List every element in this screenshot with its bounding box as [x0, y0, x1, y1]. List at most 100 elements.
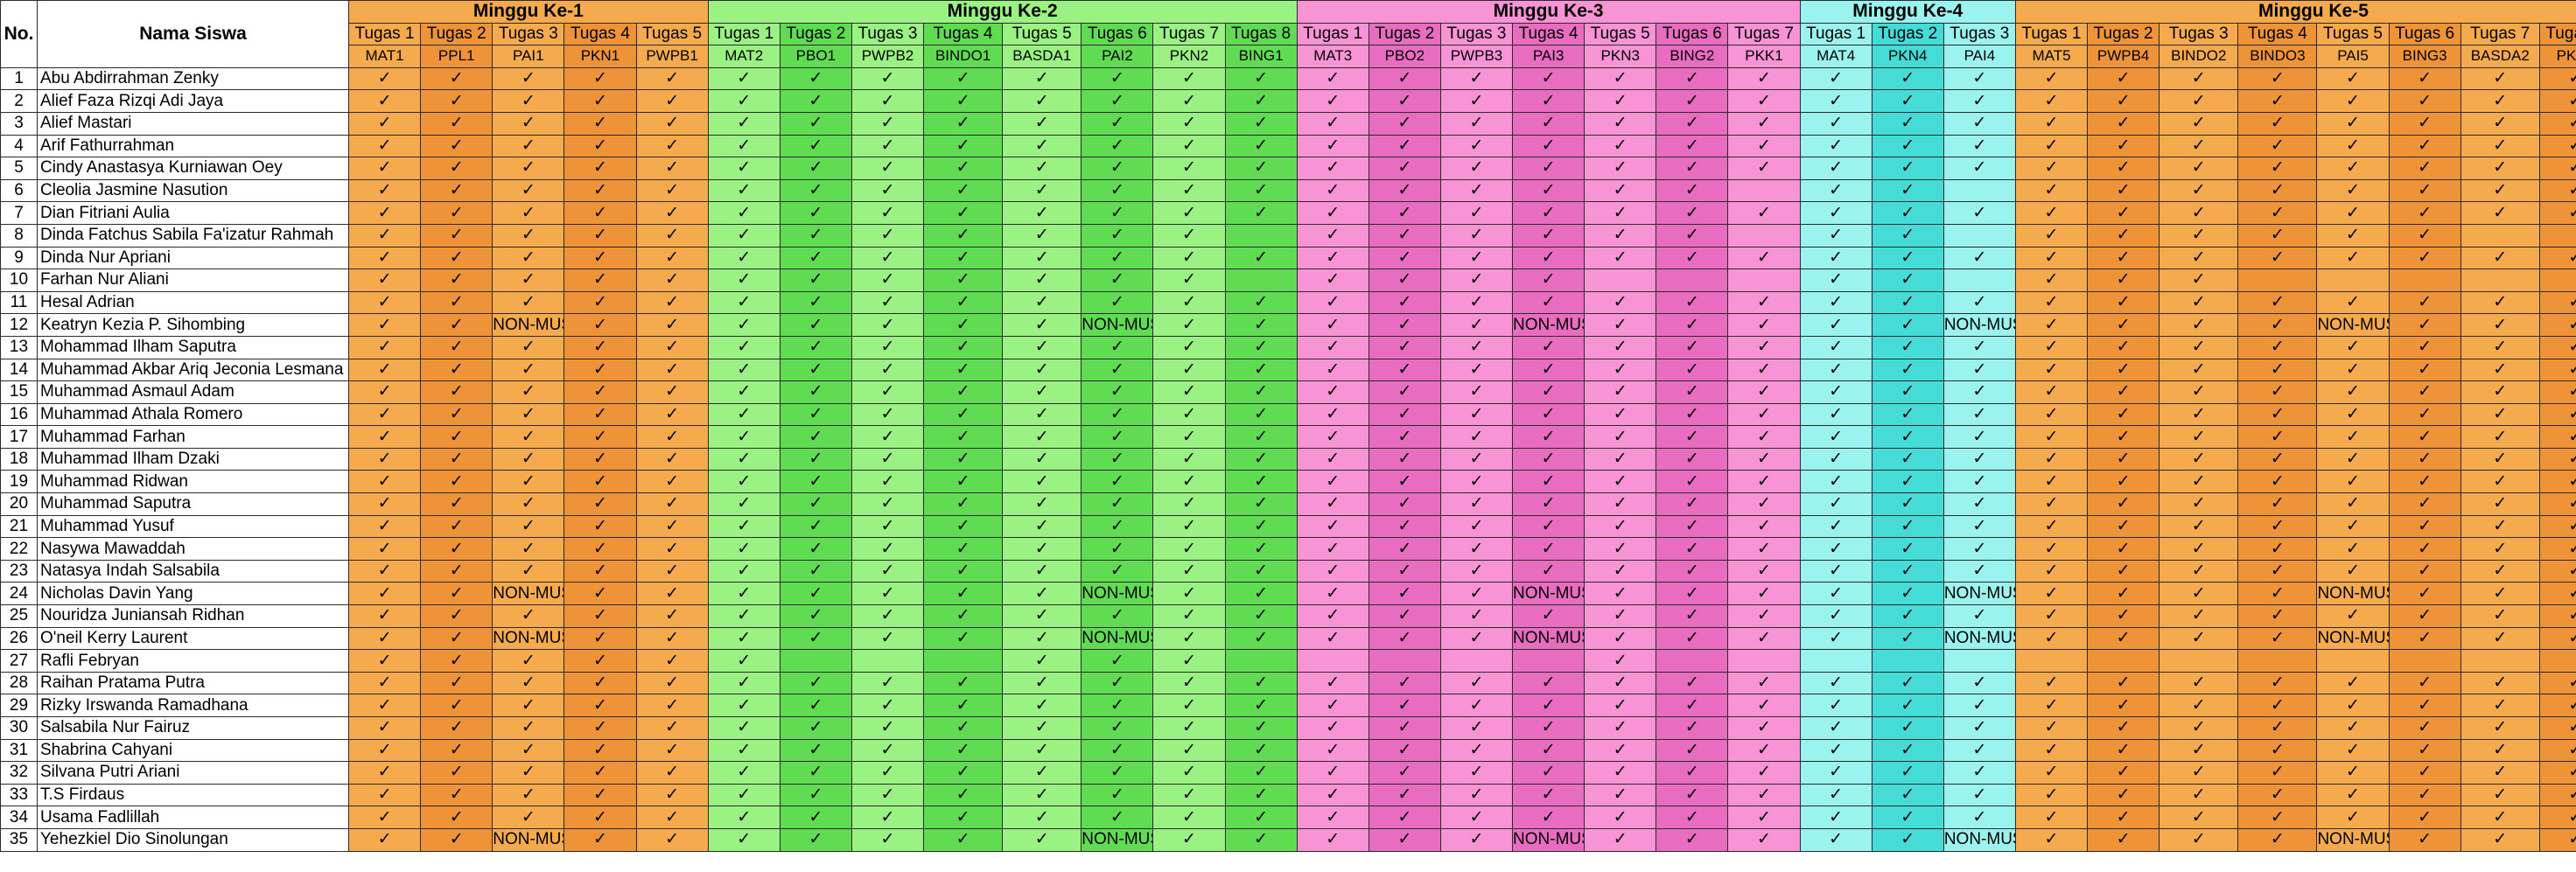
check-icon[interactable]: ✓	[1081, 470, 1154, 494]
check-icon[interactable]: ✓	[2087, 111, 2160, 136]
check-icon[interactable]: ✓	[1584, 157, 1657, 180]
check-icon[interactable]: ✓	[1656, 89, 1729, 113]
check-icon[interactable]: ✓	[1224, 694, 1298, 717]
empty-cell[interactable]	[1439, 649, 1514, 673]
check-icon[interactable]: ✓	[1296, 290, 1369, 315]
check-icon[interactable]: ✓	[779, 223, 852, 248]
check-icon[interactable]: ✓	[1727, 134, 1801, 158]
check-icon[interactable]: ✓	[420, 738, 494, 763]
check-icon[interactable]: ✓	[707, 66, 780, 91]
check-icon[interactable]: ✓	[2460, 582, 2540, 606]
check-icon[interactable]: ✓	[1002, 582, 1082, 606]
check-icon[interactable]: ✓	[1002, 514, 1082, 539]
check-icon[interactable]: ✓	[2087, 313, 2160, 337]
check-icon[interactable]: ✓	[1656, 806, 1729, 829]
empty-cell[interactable]	[2538, 223, 2576, 248]
check-icon[interactable]: ✓	[635, 537, 709, 561]
check-icon[interactable]: ✓	[1942, 716, 2016, 740]
check-icon[interactable]: ✓	[1152, 201, 1226, 225]
check-icon[interactable]: ✓	[1368, 559, 1441, 583]
check-icon[interactable]: ✓	[420, 447, 494, 471]
check-icon[interactable]: ✓	[635, 178, 709, 203]
check-icon[interactable]: ✓	[1368, 157, 1441, 180]
check-icon[interactable]: ✓	[1942, 358, 2016, 382]
check-icon[interactable]: ✓	[1002, 716, 1082, 740]
check-icon[interactable]: ✓	[1871, 178, 1944, 203]
check-icon[interactable]: ✓	[1081, 783, 1154, 807]
check-icon[interactable]: ✓	[1727, 694, 1801, 717]
empty-cell[interactable]	[1799, 649, 1872, 673]
check-icon[interactable]: ✓	[1002, 313, 1082, 337]
check-icon[interactable]: ✓	[1152, 358, 1226, 382]
non-mus-cell[interactable]: NON-MUS	[1942, 827, 2016, 852]
check-icon[interactable]: ✓	[923, 223, 1004, 248]
check-icon[interactable]: ✓	[1439, 694, 1514, 717]
check-icon[interactable]: ✓	[2538, 89, 2576, 113]
check-icon[interactable]: ✓	[1942, 671, 2016, 695]
check-icon[interactable]: ✓	[635, 111, 709, 136]
check-icon[interactable]: ✓	[850, 178, 925, 203]
check-icon[interactable]: ✓	[1081, 111, 1154, 136]
check-icon[interactable]: ✓	[1152, 738, 1226, 763]
check-icon[interactable]: ✓	[2316, 246, 2390, 270]
check-icon[interactable]: ✓	[1002, 201, 1082, 225]
check-icon[interactable]: ✓	[1439, 246, 1514, 270]
check-icon[interactable]: ✓	[2014, 269, 2089, 292]
check-icon[interactable]: ✓	[420, 425, 494, 449]
check-icon[interactable]: ✓	[635, 425, 709, 449]
check-icon[interactable]: ✓	[779, 806, 852, 829]
check-icon[interactable]: ✓	[2316, 402, 2390, 427]
check-icon[interactable]: ✓	[2237, 89, 2318, 113]
check-icon[interactable]: ✓	[779, 470, 852, 494]
check-icon[interactable]: ✓	[1224, 626, 1298, 651]
check-icon[interactable]: ✓	[635, 157, 709, 180]
check-icon[interactable]: ✓	[1942, 201, 2016, 225]
check-icon[interactable]: ✓	[2460, 358, 2540, 382]
check-icon[interactable]: ✓	[779, 783, 852, 807]
check-icon[interactable]: ✓	[1002, 290, 1082, 315]
check-icon[interactable]: ✓	[492, 806, 565, 829]
check-icon[interactable]: ✓	[2087, 827, 2160, 852]
check-icon[interactable]: ✓	[1799, 358, 1872, 382]
check-icon[interactable]: ✓	[1656, 470, 1729, 494]
check-icon[interactable]: ✓	[2087, 537, 2160, 561]
check-icon[interactable]: ✓	[2460, 313, 2540, 337]
check-icon[interactable]: ✓	[1942, 111, 2016, 136]
check-icon[interactable]: ✓	[1152, 559, 1226, 583]
check-icon[interactable]: ✓	[850, 514, 925, 539]
check-icon[interactable]: ✓	[635, 290, 709, 315]
check-icon[interactable]: ✓	[1439, 582, 1514, 606]
check-icon[interactable]: ✓	[420, 313, 494, 337]
check-icon[interactable]: ✓	[1224, 806, 1298, 829]
check-icon[interactable]: ✓	[1871, 806, 1944, 829]
check-icon[interactable]: ✓	[923, 604, 1004, 628]
check-icon[interactable]: ✓	[1224, 111, 1298, 136]
check-icon[interactable]: ✓	[850, 111, 925, 136]
check-icon[interactable]: ✓	[2388, 470, 2461, 494]
check-icon[interactable]: ✓	[1512, 716, 1586, 740]
check-icon[interactable]: ✓	[2388, 335, 2461, 359]
check-icon[interactable]: ✓	[1942, 783, 2016, 807]
check-icon[interactable]: ✓	[2388, 89, 2461, 113]
check-icon[interactable]: ✓	[707, 223, 780, 248]
check-icon[interactable]: ✓	[1871, 201, 1944, 225]
check-icon[interactable]: ✓	[2159, 111, 2239, 136]
check-icon[interactable]: ✓	[1296, 313, 1369, 337]
check-icon[interactable]: ✓	[1081, 694, 1154, 717]
check-icon[interactable]: ✓	[2460, 201, 2540, 225]
check-icon[interactable]: ✓	[1799, 201, 1872, 225]
check-icon[interactable]: ✓	[564, 649, 637, 673]
check-icon[interactable]: ✓	[923, 157, 1004, 180]
check-icon[interactable]: ✓	[1871, 111, 1944, 136]
check-icon[interactable]: ✓	[1224, 738, 1298, 763]
check-icon[interactable]: ✓	[564, 290, 637, 315]
check-icon[interactable]: ✓	[1368, 492, 1441, 516]
check-icon[interactable]: ✓	[2237, 559, 2318, 583]
check-icon[interactable]: ✓	[347, 738, 422, 763]
check-icon[interactable]: ✓	[1368, 335, 1441, 359]
check-icon[interactable]: ✓	[2237, 358, 2318, 382]
check-icon[interactable]: ✓	[1656, 134, 1729, 158]
check-icon[interactable]: ✓	[1368, 716, 1441, 740]
check-icon[interactable]: ✓	[1152, 269, 1226, 292]
check-icon[interactable]: ✓	[779, 537, 852, 561]
